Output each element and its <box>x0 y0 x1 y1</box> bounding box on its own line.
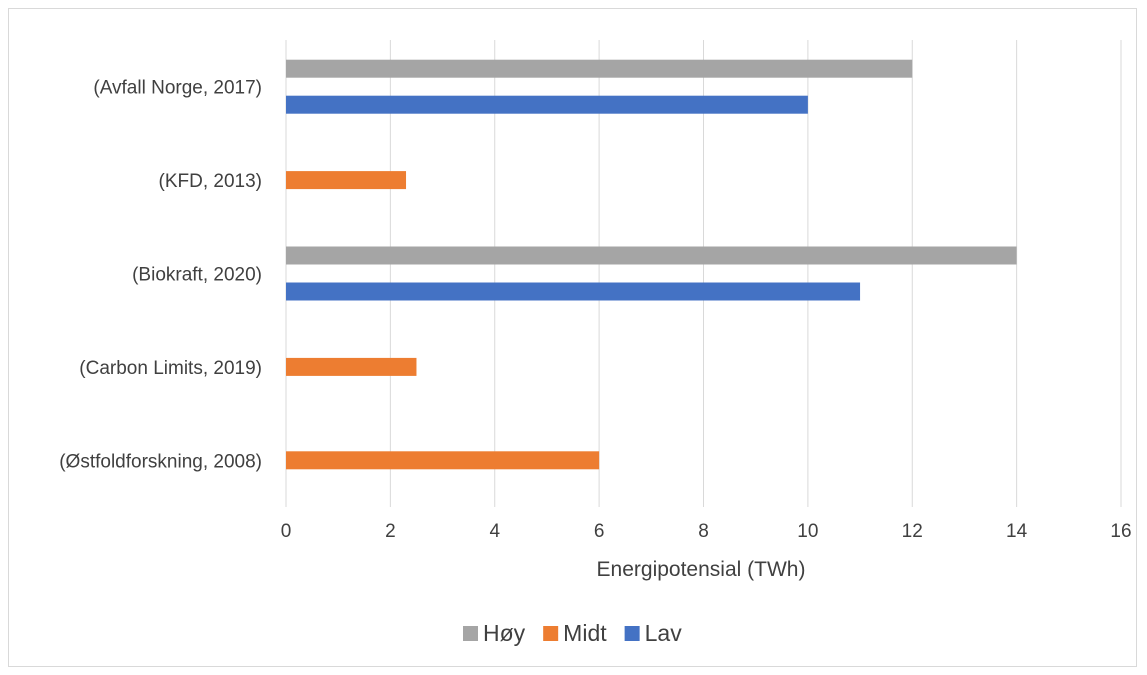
gridlines <box>285 40 1122 507</box>
tick-label-12: 12 <box>902 521 923 542</box>
tick-label-6: 6 <box>594 521 605 542</box>
tick-label-2: 2 <box>385 521 396 542</box>
tick-label-4: 4 <box>489 521 500 542</box>
tick-label-16: 16 <box>1110 521 1131 542</box>
legend-label: Midt <box>563 620 607 646</box>
legend: Høy Midt Lav <box>463 620 682 646</box>
legend-label: Høy <box>483 620 526 646</box>
category-label: (Avfall Norge, 2017) <box>93 78 262 99</box>
tick-label-8: 8 <box>698 521 709 542</box>
x-axis-title: Energipotensial (TWh) <box>597 558 806 581</box>
bars <box>286 59 1017 470</box>
bar-lav <box>286 282 861 301</box>
chart-frame <box>8 8 1137 667</box>
legend-swatch-lav <box>624 626 640 641</box>
bar-midt <box>286 171 407 190</box>
tick-label-10: 10 <box>797 521 818 542</box>
category-label: (Carbon Limits, 2019) <box>79 358 262 379</box>
bar-midt <box>286 357 417 376</box>
category-labels: (Avfall Norge, 2017) (KFD, 2013) (Biokraft… <box>59 78 262 473</box>
legend-label: Lav <box>645 620 683 646</box>
bar-h-y <box>286 59 913 78</box>
category-label: (Østfoldforskning, 2008) <box>59 451 262 472</box>
bar-midt <box>286 451 600 470</box>
legend-swatch-h-y <box>463 626 478 641</box>
legend-swatch-midt <box>543 626 559 641</box>
tick-label-0: 0 <box>281 521 292 542</box>
category-label: (KFD, 2013) <box>159 171 262 192</box>
tick-labels: 0 2 4 6 8 10 12 14 16 <box>281 521 1132 542</box>
bar-lav <box>286 95 808 114</box>
bar-h-y <box>286 246 1017 265</box>
tick-label-14: 14 <box>1006 521 1028 542</box>
category-label: (Biokraft, 2020) <box>132 265 262 286</box>
